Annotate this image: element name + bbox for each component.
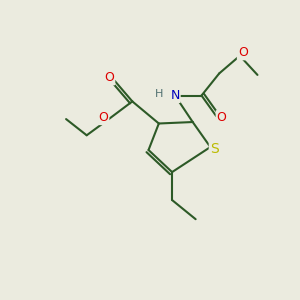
Text: O: O — [217, 111, 226, 124]
Text: O: O — [98, 111, 108, 124]
Text: O: O — [104, 71, 114, 84]
Text: O: O — [238, 46, 248, 59]
Text: S: S — [210, 142, 219, 155]
Text: N: N — [170, 89, 180, 102]
Text: H: H — [154, 89, 163, 99]
